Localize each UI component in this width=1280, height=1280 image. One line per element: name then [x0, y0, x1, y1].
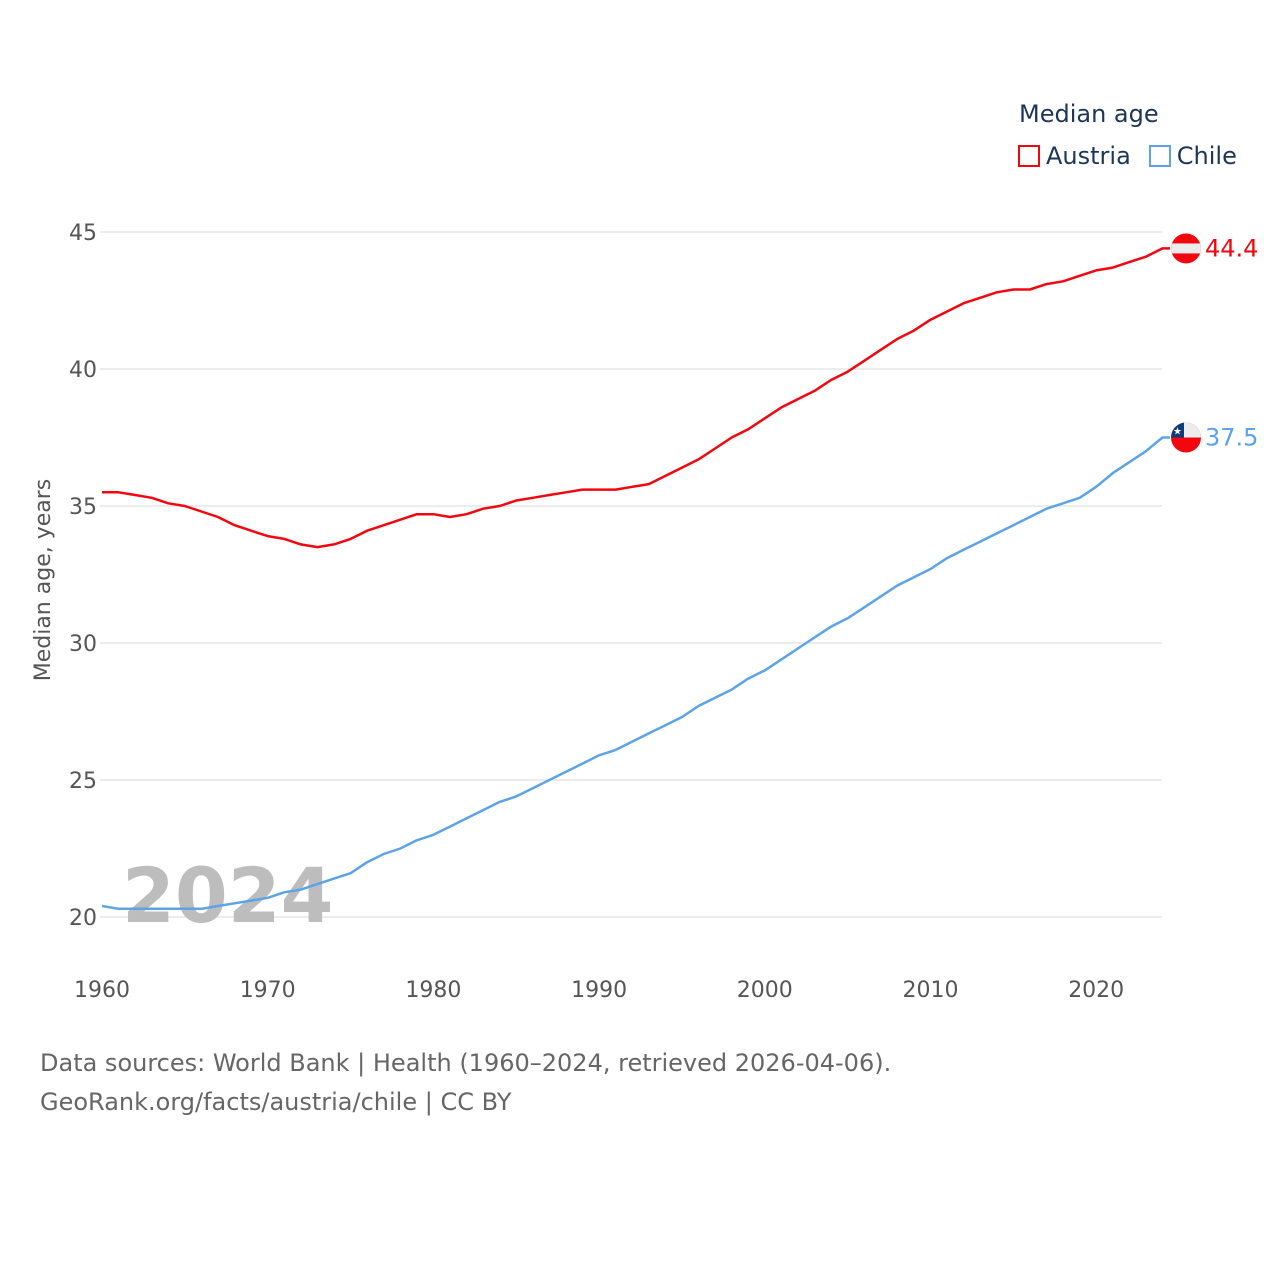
y-tick-label: 30 [69, 632, 97, 657]
grid [100, 231, 1162, 918]
x-tick-label: 2010 [903, 978, 959, 1003]
x-axis-ticks: 1960 1970 1980 1990 2000 2010 2020 [74, 978, 1124, 1003]
legend-swatch-austria [1018, 145, 1040, 167]
legend-label: Chile [1176, 142, 1237, 170]
x-tick-label: 1960 [74, 978, 130, 1003]
y-tick-label: 25 [69, 769, 97, 794]
legend-title: Median age [1019, 100, 1159, 128]
series-line-austria [102, 247, 1170, 549]
flag-body [1171, 233, 1201, 264]
x-tick-label: 2020 [1068, 978, 1124, 1003]
y-axis-ticks: 20 25 30 35 40 45 [69, 221, 97, 931]
y-tick-label: 20 [69, 906, 97, 931]
legend-label: Austria [1046, 142, 1131, 170]
flag-icon-chile: ★ [1171, 422, 1201, 453]
end-value-label: 44.4 [1205, 234, 1258, 262]
star-icon: ★ [1173, 427, 1182, 438]
flag-body: ★ [1171, 422, 1201, 453]
flag-icon-austria [1171, 233, 1201, 264]
series-line-chile [101, 436, 1170, 911]
x-tick-label: 1990 [571, 978, 627, 1003]
source-link[interactable]: GeoRank.org/facts/austria/chile | CC BY [40, 1088, 512, 1116]
y-tick-label: 40 [69, 358, 97, 383]
y-tick-label: 35 [69, 495, 97, 520]
legend-item-chile[interactable]: Chile [1148, 142, 1237, 170]
x-tick-label: 2000 [737, 978, 793, 1003]
flag-white [1171, 243, 1201, 254]
y-tick-label: 45 [69, 221, 97, 246]
data-source-note: Data sources: World Bank | Health (1960–… [40, 1049, 892, 1077]
x-tick-label: 1980 [405, 978, 461, 1003]
end-value-label: 37.5 [1205, 424, 1258, 452]
year-watermark: 2024 [122, 851, 334, 940]
legend: Austria Chile [1018, 142, 1237, 170]
end-markers: 44.4 ★ 37.5 [1171, 233, 1258, 453]
legend-item-austria[interactable]: Austria [1018, 142, 1131, 170]
legend-swatch-chile [1148, 145, 1171, 167]
footer: Data sources: World Bank | Health (1960–… [40, 1044, 891, 1122]
y-axis-label: Median age, years [31, 479, 56, 682]
x-tick-label: 1970 [240, 978, 296, 1003]
series-lines [101, 247, 1170, 911]
